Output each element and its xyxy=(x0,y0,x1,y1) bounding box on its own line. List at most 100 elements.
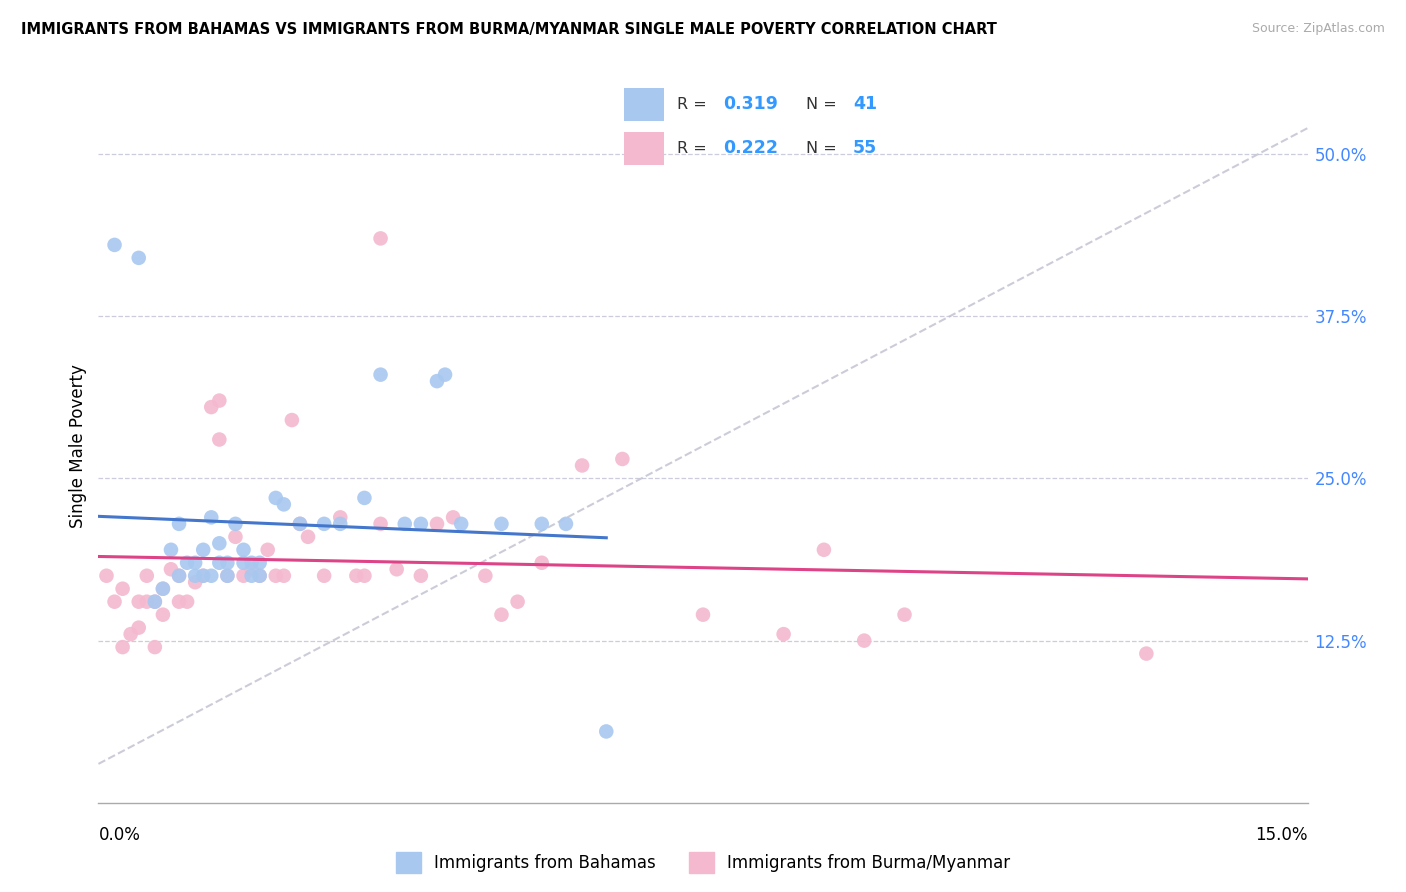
Text: 55: 55 xyxy=(853,139,877,157)
Point xyxy=(217,556,239,570)
Point xyxy=(256,542,278,557)
Point xyxy=(240,556,263,570)
Point xyxy=(692,607,714,622)
Point xyxy=(281,413,304,427)
Point xyxy=(314,568,336,582)
Text: N =: N = xyxy=(807,141,842,156)
Point xyxy=(143,640,166,654)
Point xyxy=(167,516,190,531)
Text: R =: R = xyxy=(676,141,711,156)
Point xyxy=(571,458,593,473)
Point xyxy=(120,627,142,641)
Point xyxy=(96,568,118,582)
Point xyxy=(353,491,375,505)
Point xyxy=(208,433,231,447)
Point xyxy=(474,568,496,582)
Point xyxy=(167,568,190,582)
Point xyxy=(103,238,125,252)
Point xyxy=(167,595,190,609)
Point xyxy=(612,452,634,467)
Point xyxy=(208,536,231,550)
Point xyxy=(200,510,222,524)
Point xyxy=(208,393,231,408)
Point xyxy=(217,568,239,582)
Point xyxy=(288,516,311,531)
Point xyxy=(111,582,134,596)
Bar xyxy=(624,87,664,120)
Text: 0.319: 0.319 xyxy=(723,95,778,113)
Point xyxy=(103,595,125,609)
Text: 0.0%: 0.0% xyxy=(98,826,141,844)
Point xyxy=(555,516,578,531)
Point xyxy=(143,595,166,609)
Legend: Immigrants from Bahamas, Immigrants from Burma/Myanmar: Immigrants from Bahamas, Immigrants from… xyxy=(389,846,1017,880)
Point xyxy=(184,556,207,570)
Point xyxy=(314,516,336,531)
Point xyxy=(249,568,271,582)
Text: 15.0%: 15.0% xyxy=(1256,826,1308,844)
Point xyxy=(232,556,254,570)
Point xyxy=(128,621,150,635)
Point xyxy=(224,516,246,531)
Point xyxy=(167,568,190,582)
Point xyxy=(200,400,222,414)
Point xyxy=(426,516,449,531)
Point xyxy=(152,582,174,596)
Text: R =: R = xyxy=(676,96,711,112)
Point xyxy=(249,556,271,570)
Point xyxy=(329,510,352,524)
Point xyxy=(344,568,367,582)
Point xyxy=(1135,647,1157,661)
Point xyxy=(264,568,287,582)
Point xyxy=(409,568,432,582)
Point xyxy=(135,595,157,609)
Point xyxy=(217,568,239,582)
Text: Source: ZipAtlas.com: Source: ZipAtlas.com xyxy=(1251,22,1385,36)
Text: IMMIGRANTS FROM BAHAMAS VS IMMIGRANTS FROM BURMA/MYANMAR SINGLE MALE POVERTY COR: IMMIGRANTS FROM BAHAMAS VS IMMIGRANTS FR… xyxy=(21,22,997,37)
Text: N =: N = xyxy=(807,96,842,112)
Point xyxy=(224,530,246,544)
Point xyxy=(370,516,392,531)
Point xyxy=(273,568,295,582)
Point xyxy=(240,562,263,576)
Point xyxy=(385,562,408,576)
Point xyxy=(813,542,835,557)
Point xyxy=(176,595,198,609)
Point xyxy=(491,607,513,622)
Point xyxy=(193,568,215,582)
Point xyxy=(595,724,617,739)
Point xyxy=(176,556,198,570)
Point xyxy=(128,595,150,609)
Point xyxy=(853,633,876,648)
Text: 0.222: 0.222 xyxy=(723,139,778,157)
Point xyxy=(491,516,513,531)
Y-axis label: Single Male Poverty: Single Male Poverty xyxy=(69,364,87,528)
Point xyxy=(329,516,352,531)
Point xyxy=(409,516,432,531)
Point xyxy=(249,568,271,582)
Point xyxy=(530,556,553,570)
Point xyxy=(193,568,215,582)
Point xyxy=(193,542,215,557)
Point xyxy=(370,368,392,382)
Point xyxy=(184,575,207,590)
Point xyxy=(772,627,794,641)
Point xyxy=(184,568,207,582)
Point xyxy=(232,568,254,582)
Point xyxy=(111,640,134,654)
Point xyxy=(273,497,295,511)
Point xyxy=(434,368,457,382)
Point xyxy=(370,231,392,245)
Point xyxy=(288,516,311,531)
Point xyxy=(441,510,464,524)
Point xyxy=(530,516,553,531)
Point xyxy=(143,595,166,609)
Point xyxy=(893,607,915,622)
Point xyxy=(506,595,529,609)
Text: 41: 41 xyxy=(853,95,877,113)
Point xyxy=(208,556,231,570)
Point xyxy=(264,491,287,505)
Point xyxy=(450,516,472,531)
Point xyxy=(160,562,183,576)
Point xyxy=(240,568,263,582)
